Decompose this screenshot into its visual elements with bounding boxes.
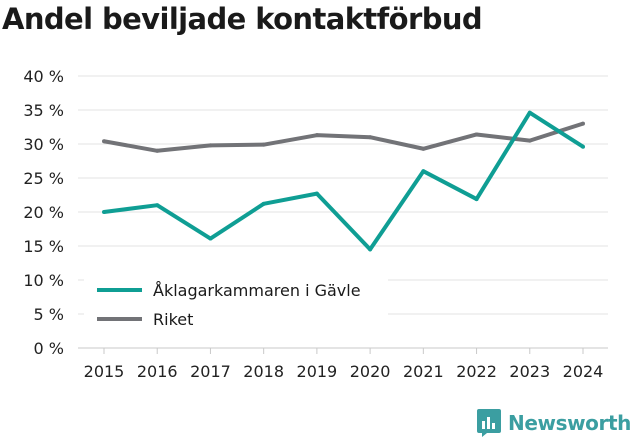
data-point bbox=[314, 191, 319, 196]
y-tick-label: 5 % bbox=[34, 305, 64, 324]
axis-layer: 0 % 5 % 10 % 15 % 20 % 25 % 30 % 35 % 40 % 2015 20… bbox=[23, 67, 603, 381]
data-point bbox=[261, 142, 266, 147]
data-point bbox=[261, 201, 266, 206]
data-point bbox=[155, 203, 160, 208]
y-tick-label: 15 % bbox=[23, 237, 64, 256]
data-point bbox=[102, 210, 106, 214]
data-point bbox=[527, 138, 532, 143]
series-layer bbox=[102, 110, 585, 252]
series-line-0 bbox=[103, 110, 585, 252]
x-tick-label: 2021 bbox=[403, 362, 444, 381]
data-point bbox=[314, 133, 319, 138]
y-tick-label: 20 % bbox=[23, 203, 64, 222]
data-point bbox=[421, 169, 426, 174]
x-tick-label: 2024 bbox=[563, 362, 604, 381]
x-tick-label: 2022 bbox=[456, 362, 497, 381]
brand-name: Newsworthy bbox=[508, 411, 631, 435]
x-tick-label: 2018 bbox=[243, 362, 284, 381]
y-tick-label: 25 % bbox=[23, 169, 64, 188]
data-point bbox=[527, 110, 532, 115]
y-tick-label: 10 % bbox=[23, 271, 64, 290]
y-tick-label: 35 % bbox=[23, 101, 64, 120]
data-point bbox=[102, 139, 106, 144]
y-tick-label: 40 % bbox=[23, 67, 64, 86]
data-point bbox=[368, 135, 373, 140]
x-tick-label: 2016 bbox=[137, 362, 178, 381]
data-point bbox=[155, 148, 160, 153]
legend: Åklagarkammaren i Gävle Riket bbox=[84, 272, 388, 334]
data-point bbox=[474, 132, 479, 137]
data-point bbox=[368, 247, 373, 252]
legend-label: Riket bbox=[153, 310, 193, 329]
brand-logo: Newsworthy bbox=[476, 408, 631, 438]
bar-chart-logo-icon bbox=[477, 409, 501, 437]
data-point bbox=[581, 144, 585, 149]
x-tick-label: 2020 bbox=[350, 362, 391, 381]
legend-label: Åklagarkammaren i Gävle bbox=[153, 281, 361, 300]
x-tick-label: 2019 bbox=[297, 362, 338, 381]
data-point bbox=[581, 121, 585, 126]
data-point bbox=[474, 197, 479, 202]
x-tick-label: 2017 bbox=[190, 362, 231, 381]
legend-background bbox=[84, 272, 388, 334]
data-point bbox=[208, 143, 213, 148]
chart-title: Andel beviljade kontaktförbud bbox=[2, 2, 483, 36]
data-point bbox=[208, 236, 213, 241]
y-tick-label: 30 % bbox=[23, 135, 64, 154]
series-line-1 bbox=[103, 121, 584, 153]
x-tick-label: 2023 bbox=[509, 362, 550, 381]
x-tick-label: 2015 bbox=[84, 362, 125, 381]
y-tick-label: 0 % bbox=[34, 339, 64, 358]
data-point bbox=[421, 146, 426, 151]
